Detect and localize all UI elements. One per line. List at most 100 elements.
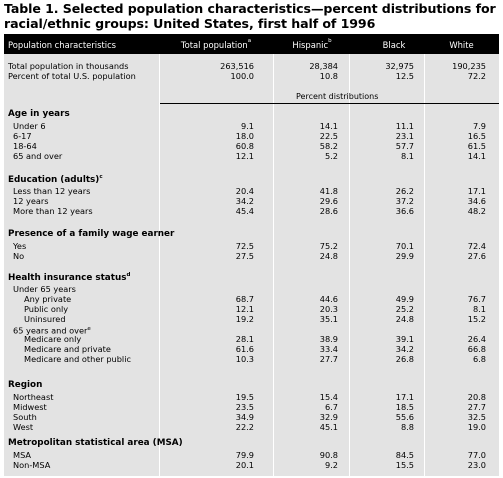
row-label: 65 years and overe (13, 325, 91, 336)
row-value: 27.7 (319, 354, 338, 364)
row-value: 60.8 (235, 141, 254, 151)
row-label: 12 years (13, 196, 49, 206)
row-value: 25.2 (395, 304, 414, 314)
row-value: 23.5 (235, 402, 254, 412)
row-label: Northeast (13, 392, 54, 402)
header-population-characteristics: Population characteristics (8, 40, 117, 50)
row-value: 20.1 (235, 460, 254, 470)
row-value: 22.2 (235, 422, 254, 432)
row-value: 61.6 (235, 344, 254, 354)
header-hispanic: Hispanicb (292, 38, 332, 50)
row-value: 32.9 (319, 412, 338, 422)
row-label: Non-MSA (13, 460, 51, 470)
row-value: 8.1 (400, 151, 414, 161)
row-label: Midwest (13, 402, 47, 412)
header-total-population: Total populationa (180, 38, 252, 50)
row-value: 19.0 (467, 422, 486, 432)
header-white: White (449, 40, 474, 50)
row-value: 15.4 (319, 392, 338, 402)
table-row: 6-17 18.0 22.5 23.1 16.5 (4, 131, 499, 141)
row-label: 18-64 (13, 141, 37, 151)
row-value: 38.9 (319, 334, 338, 344)
section-title: Health insurance statusd (8, 272, 131, 283)
table-row: 12 years 34.2 29.6 37.2 34.6 (4, 196, 499, 206)
row-label: More than 12 years (13, 206, 93, 216)
section-title: Education (adults)c (8, 174, 103, 185)
section-title: Metropolitan statistical area (MSA) (8, 438, 183, 448)
table-row: Public only 12.1 20.3 25.2 8.1 (4, 304, 499, 314)
row-value: 29.9 (395, 251, 414, 261)
row-value: 18.5 (395, 402, 414, 412)
section-title: Presence of a family wage earner (8, 229, 175, 239)
column-divider (349, 34, 350, 476)
table-row: No 27.5 24.8 29.9 27.6 (4, 251, 499, 261)
row-value: 6.7 (324, 402, 338, 412)
row-value: 61.5 (467, 141, 486, 151)
row-value: 44.6 (319, 294, 338, 304)
row-value: 20.3 (319, 304, 338, 314)
row-value: 77.0 (467, 450, 486, 460)
table-row: Yes 72.5 75.2 70.1 72.4 (4, 241, 499, 251)
column-divider (159, 34, 160, 476)
row-value: 8.1 (472, 304, 486, 314)
row-value: 37.2 (395, 196, 414, 206)
table-row: Any private 68.7 44.6 49.9 76.7 (4, 294, 499, 304)
row-label: Public only (24, 304, 69, 314)
row-value: 8.8 (400, 422, 414, 432)
row-value: 36.6 (395, 206, 414, 216)
row-value: 7.9 (472, 121, 486, 131)
table-row: 65 years and overe (4, 324, 499, 336)
row-label: Medicare and other public (24, 354, 131, 364)
table-row: Non-MSA 20.1 9.2 15.5 23.0 (4, 460, 499, 470)
row-value: 55.6 (395, 412, 414, 422)
table-row: Midwest 23.5 6.7 18.5 27.7 (4, 402, 499, 412)
row-label: 65 and over (13, 151, 63, 161)
row-value: 72.4 (467, 241, 486, 251)
row-value: 6.8 (472, 354, 486, 364)
row-label: Medicare only (24, 334, 82, 344)
row-value: 17.1 (395, 392, 414, 402)
table-row: Medicare and private 61.6 33.4 34.2 66.8 (4, 344, 499, 354)
row-value: 23.0 (467, 460, 486, 470)
row-value: 27.6 (467, 251, 486, 261)
row-label: Under 65 years (13, 284, 76, 294)
table-row: Under 65 years (4, 284, 499, 294)
row-value: 20.8 (467, 392, 486, 402)
row-value: 34.9 (235, 412, 254, 422)
row-value: 22.5 (319, 131, 338, 141)
row-value: 28.1 (235, 334, 254, 344)
row-value: 45.1 (319, 422, 338, 432)
row-value: 15.2 (467, 314, 486, 324)
row-value: 14.1 (319, 121, 338, 131)
row-value: 19.5 (235, 392, 254, 402)
row-label: Yes (13, 241, 27, 251)
row-label: Uninsured (24, 314, 66, 324)
row-value: 32.5 (467, 412, 486, 422)
table-row: Northeast 19.5 15.4 17.1 20.8 (4, 392, 499, 402)
row-value: 19.2 (235, 314, 254, 324)
row-value: 28.6 (319, 206, 338, 216)
row-label: No (13, 251, 25, 261)
table-row: Medicare only 28.1 38.9 39.1 26.4 (4, 334, 499, 344)
row-value: 33.4 (319, 344, 338, 354)
table-row: MSA 79.9 90.8 84.5 77.0 (4, 450, 499, 460)
row-value: 18.0 (235, 131, 254, 141)
row-label: 6-17 (13, 131, 32, 141)
table-row: Under 6 9.1 14.1 11.1 7.9 (4, 121, 499, 131)
row-value: 16.5 (467, 131, 486, 141)
row-value: 20.4 (235, 186, 254, 196)
row-value: 90.8 (319, 450, 338, 460)
table-row: Percent of total U.S. population 100.0 1… (8, 71, 486, 81)
row-value: 26.4 (467, 334, 486, 344)
row-value: 48.2 (467, 206, 486, 216)
row-value: 68.7 (235, 294, 254, 304)
percent-distributions-label: Percent distributions (296, 92, 379, 101)
table-row: Uninsured 19.2 35.1 24.8 15.2 (4, 314, 499, 324)
row-value: 5.2 (324, 151, 338, 161)
row-value: 84.5 (395, 450, 414, 460)
row-value: 58.2 (319, 141, 338, 151)
column-divider (424, 34, 425, 476)
row-label: West (13, 422, 34, 432)
row-value: 23.1 (395, 131, 414, 141)
row-value: 27.7 (467, 402, 486, 412)
